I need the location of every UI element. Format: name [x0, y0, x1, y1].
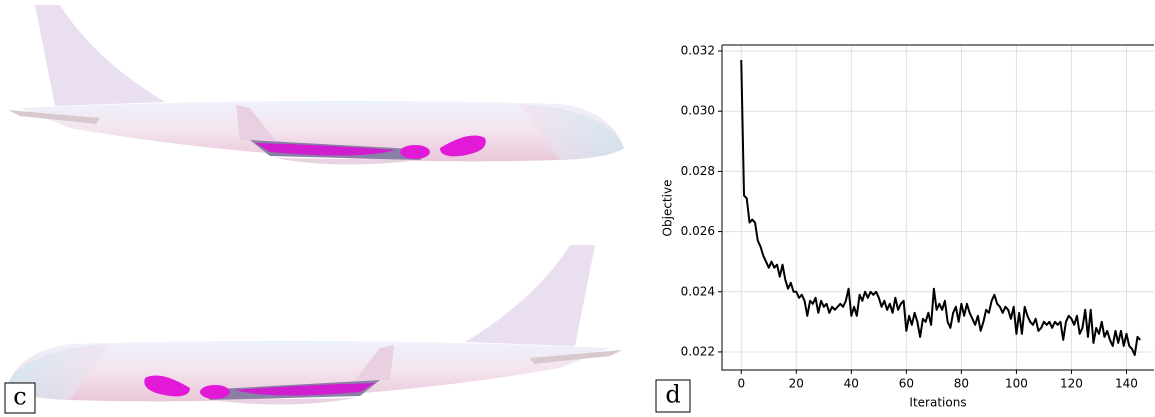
panel-label: c [13, 383, 26, 411]
y-tick-label: 0.032 [681, 44, 715, 58]
x-tick-label: 100 [1005, 377, 1028, 391]
y-tick-label: 0.028 [681, 164, 715, 178]
figure: c d Iterations Objective 0.022 0.024 0.026… [0, 0, 1155, 417]
y-tick-label: 0.030 [681, 104, 715, 118]
y-axis-label: Objective [661, 180, 675, 237]
x-tick-label: 140 [1115, 377, 1138, 391]
airplane-render [8, 5, 624, 165]
x-tick-label: 80 [954, 377, 969, 391]
y-tick-label: 0.022 [681, 344, 715, 358]
data-line [741, 60, 1140, 355]
x-tick-label: 20 [789, 377, 804, 391]
x-axis-label: Iterations [909, 396, 966, 410]
x-tick-label: 60 [899, 377, 914, 391]
x-tick-label: 40 [844, 377, 859, 391]
y-tick-label: 0.026 [681, 224, 715, 238]
panel-label: d [665, 381, 680, 409]
y-tick-label: 0.024 [681, 284, 715, 298]
x-tick-label: 120 [1060, 377, 1083, 391]
x-tick-label: 0 [737, 377, 745, 391]
